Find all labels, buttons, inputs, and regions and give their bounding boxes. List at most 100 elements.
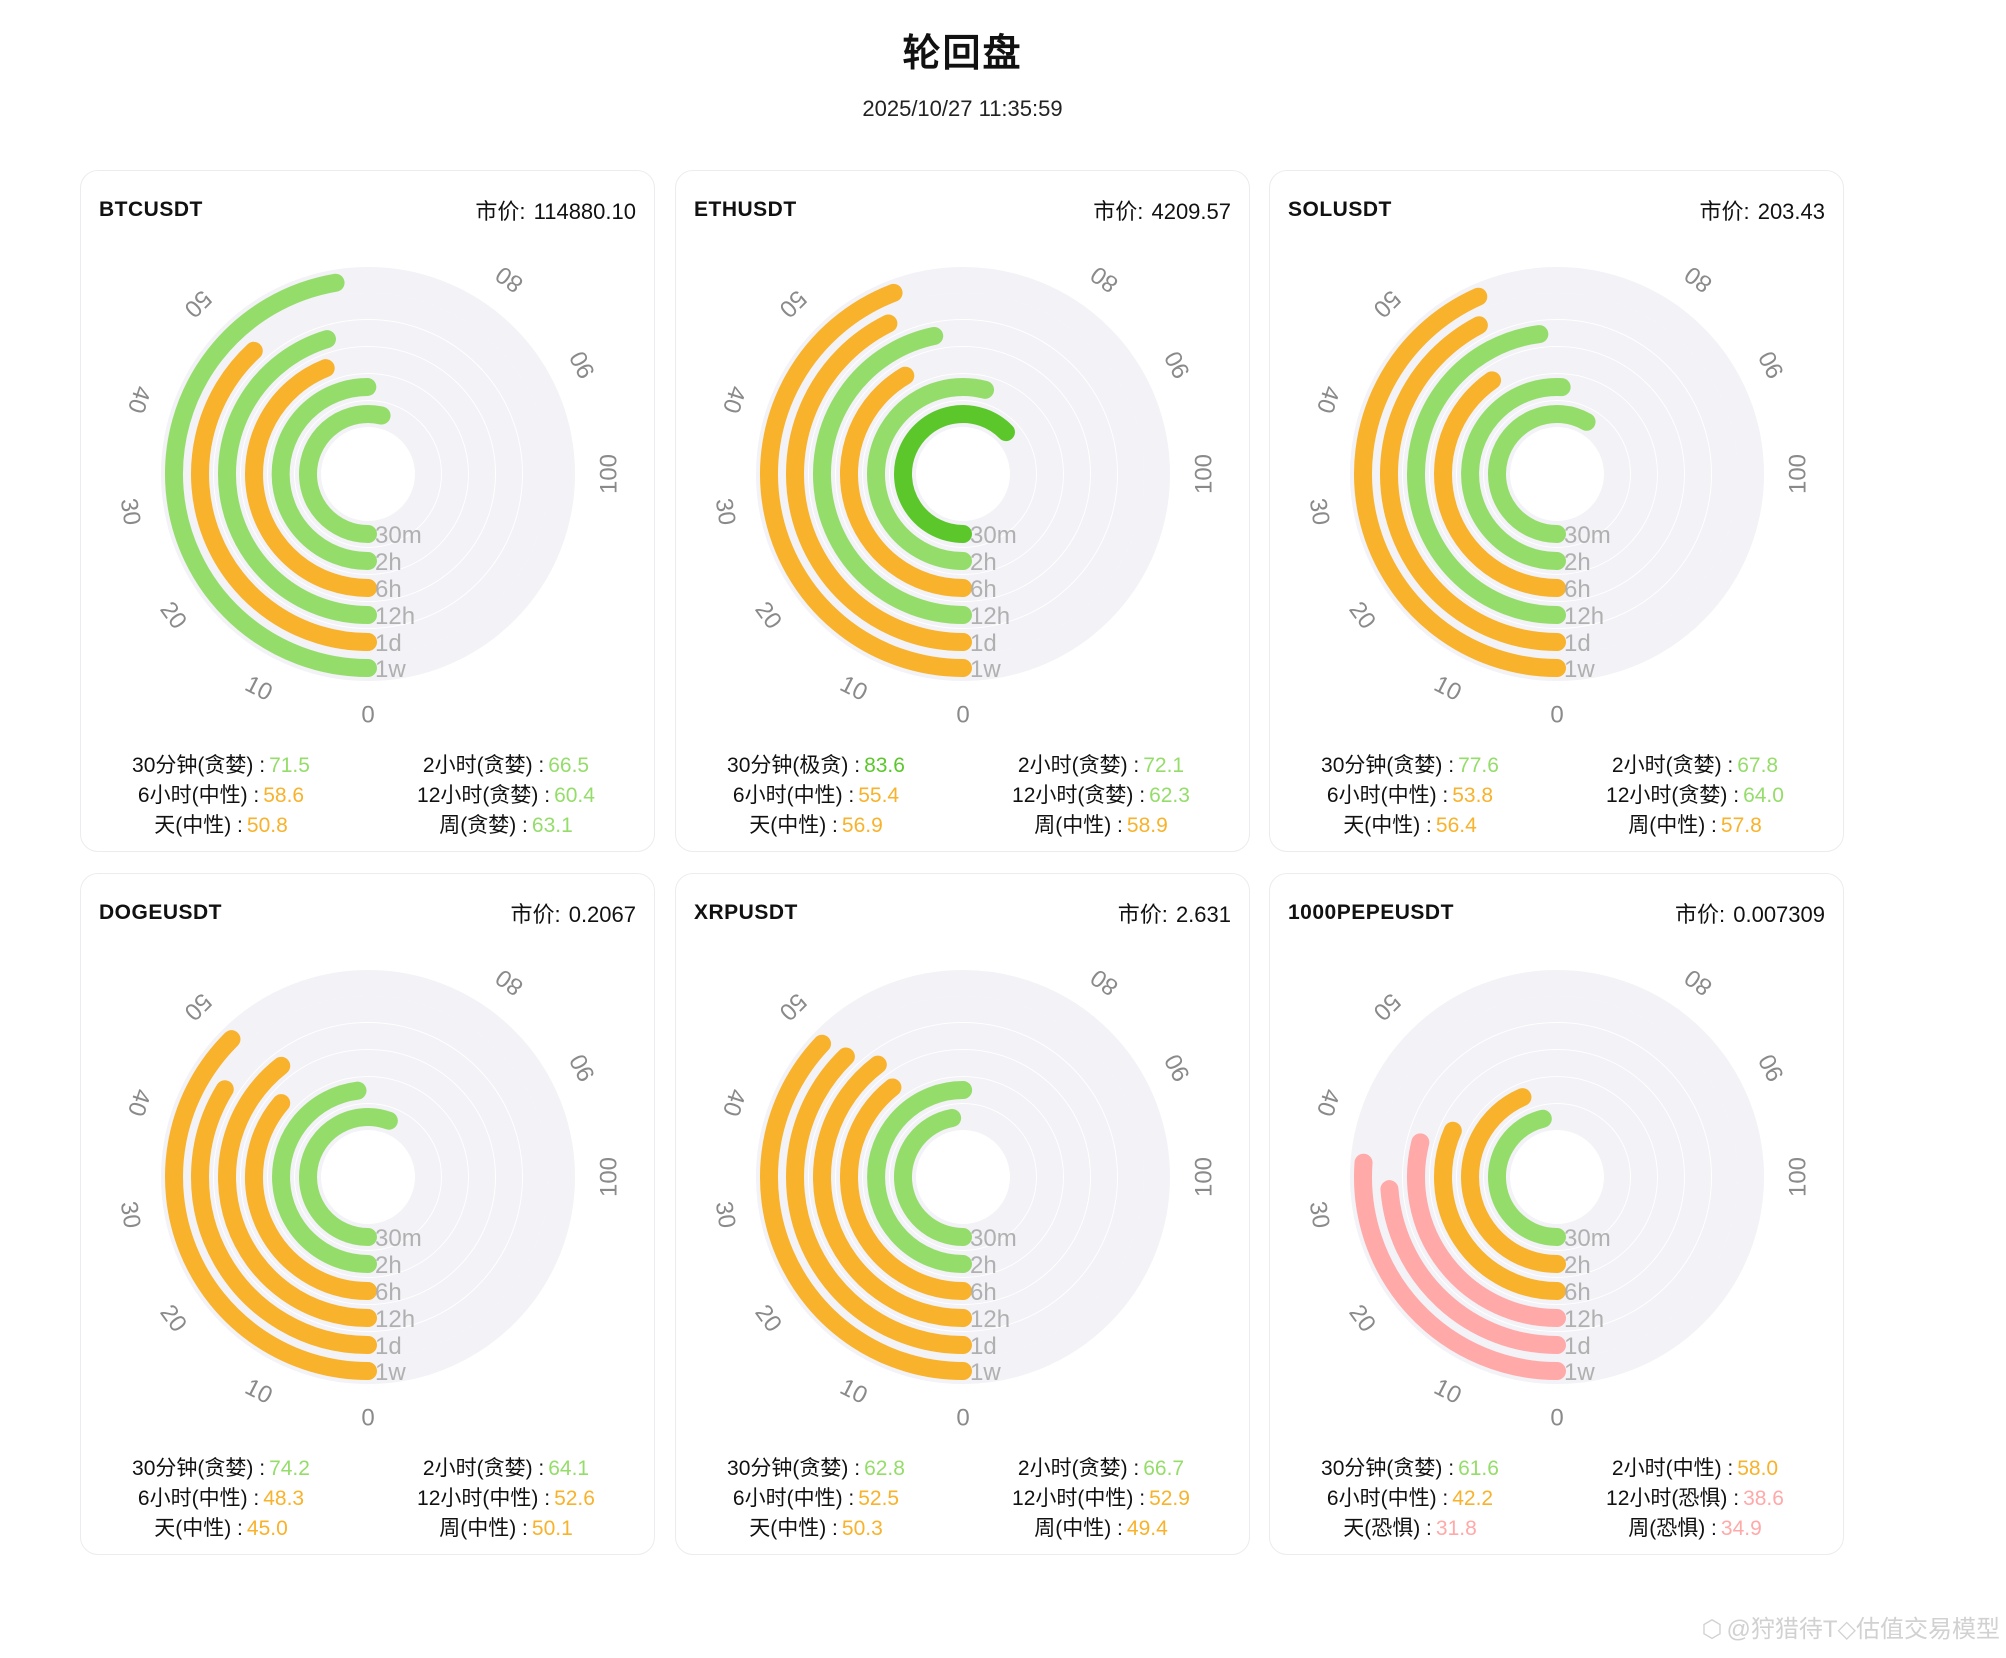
ring-label-12h: 12h	[375, 1306, 415, 1333]
ring-bar-30m	[1488, 1109, 1566, 1246]
ring-label-30m: 30m	[970, 1225, 1017, 1252]
radial-chart: 30m2h6h12h1d1w0102030405060708090100	[710, 261, 1218, 728]
stat-label: 12小时(恐惧) :	[1606, 1487, 1740, 1510]
stat-item: 周(中性) :49.4	[971, 1514, 1231, 1544]
ring-label-30m: 30m	[375, 522, 422, 549]
stat-label: 30分钟(贪婪) :	[132, 754, 266, 777]
angle-tick-30: 30	[710, 1199, 741, 1230]
angle-tick-40: 40	[122, 1086, 156, 1120]
stat-value: 56.4	[1435, 814, 1477, 837]
stat-item: 30分钟(贪婪) :71.5	[91, 751, 351, 781]
angle-tick-0: 0	[956, 1404, 969, 1431]
angle-tick-60: 60	[277, 964, 311, 965]
stat-value: 38.6	[1743, 1487, 1784, 1510]
angle-tick-50: 50	[179, 285, 217, 323]
ring-label-1d: 1d	[970, 1333, 997, 1360]
angle-tick-20: 20	[749, 597, 787, 634]
ring-label-2h: 2h	[1564, 1252, 1591, 1279]
stat-item: 天(中性) :50.8	[91, 811, 351, 841]
stat-value: 58.6	[263, 784, 305, 807]
stat-value: 34.9	[1720, 1517, 1762, 1540]
angle-tick-100: 100	[1784, 454, 1811, 494]
card-header: 1000PEPEUSDT 市价: 0.007309	[1288, 896, 1825, 930]
stat-item: 周(恐惧) :34.9	[1565, 1514, 1825, 1544]
stat-item: 12小时(恐惧) :38.6	[1565, 1484, 1825, 1514]
stat-item: 30分钟(极贪) :83.6	[686, 751, 946, 781]
ring-bar-12h	[218, 1056, 377, 1327]
ring-bar-1d	[1380, 1180, 1566, 1354]
stat-label: 2小时(中性) :	[1611, 1457, 1734, 1480]
ring-label-2h: 2h	[375, 549, 402, 576]
ring-bar-12h	[218, 330, 377, 624]
stat-value: 55.4	[858, 784, 900, 807]
angle-tick-80: 80	[1680, 261, 1717, 298]
stat-value: 71.5	[269, 754, 310, 777]
stat-value: 66.5	[548, 754, 590, 777]
angle-tick-10: 10	[836, 670, 872, 706]
ring-label-6h: 6h	[375, 1279, 402, 1306]
stat-label: 30分钟(贪婪) :	[727, 1457, 861, 1480]
ring-bar-30m	[1488, 405, 1596, 543]
stat-item: 12小时(贪婪) :62.3	[971, 781, 1231, 811]
stat-label: 天(中性) :	[1343, 814, 1432, 837]
page-title: 轮回盘	[902, 33, 1023, 75]
stats-panel: 30分钟(贪婪) :74.2 2小时(贪婪) :64.1 6小时(中性) :48.3…	[81, 1454, 656, 1550]
angle-tick-0: 0	[1550, 1404, 1563, 1431]
ring-bar-12h	[1407, 1133, 1566, 1327]
ring-label-30m: 30m	[970, 522, 1017, 549]
price-value: 2.631	[1175, 902, 1231, 927]
price-label: 市价:	[475, 199, 526, 224]
stats-panel: 30分钟(贪婪) :62.8 2小时(贪婪) :66.7 6小时(中性) :52.5…	[676, 1454, 1251, 1550]
stat-label: 2小时(贪婪) :	[1611, 754, 1734, 777]
angle-tick-30: 30	[1304, 1199, 1335, 1230]
coin-card-xrpusdt: XRPUSDT 市价: 2.631 30m 2h 6h 12h 1d 1w 0 10 20 30 40 5…	[675, 873, 1250, 1555]
ring-bar-2h	[867, 1081, 973, 1273]
stat-value: 42.2	[1452, 1487, 1494, 1510]
ring-label-30m: 30m	[1564, 1225, 1611, 1252]
angle-tick-40: 40	[122, 383, 156, 417]
stat-label: 12小时(贪婪) :	[417, 784, 551, 807]
ring-label-30m: 30m	[1564, 522, 1611, 549]
card-header: DOGEUSDT 市价: 0.2067	[99, 896, 636, 930]
angle-tick-40: 40	[1311, 383, 1345, 417]
stat-item: 12小时(贪婪) :64.0	[1565, 781, 1825, 811]
angle-tick-10: 10	[1430, 670, 1466, 706]
stat-label: 2小时(贪婪) :	[1017, 1457, 1140, 1480]
stats-panel: 30分钟(贪婪) :71.5 2小时(贪婪) :66.5 6小时(中性) :58.6…	[81, 751, 656, 847]
ring-label-2h: 2h	[1564, 549, 1591, 576]
symbol-name: XRPUSDT	[694, 901, 798, 924]
card-header: XRPUSDT 市价: 2.631	[694, 896, 1231, 930]
watermark: ⬡ @狩猎待T◇估值交易模型	[1702, 1609, 2000, 1644]
stat-label: 12小时(贪婪) :	[1606, 784, 1740, 807]
stat-value: 52.9	[1149, 1487, 1190, 1510]
ring-bar-6h	[840, 366, 972, 597]
stat-item: 2小时(贪婪) :66.7	[971, 1454, 1231, 1484]
angle-tick-30: 30	[115, 1199, 146, 1230]
market-price: 市价: 2.631	[1118, 897, 1231, 929]
ring-label-1w: 1w	[970, 1359, 1001, 1386]
radial-chart: 30m2h6h12h1d1w0102030405060708090100	[710, 964, 1218, 1431]
stat-item: 30分钟(贪婪) :77.6	[1280, 751, 1540, 781]
angle-tick-100: 100	[1190, 1157, 1217, 1197]
angle-tick-0: 0	[361, 701, 374, 728]
angle-tick-90: 90	[564, 1050, 600, 1086]
stat-value: 64.0	[1743, 784, 1784, 807]
stat-value: 53.8	[1452, 784, 1494, 807]
ring-label-1w: 1w	[375, 656, 406, 683]
angle-tick-40: 40	[1311, 1086, 1345, 1120]
stat-value: 45.0	[246, 1517, 288, 1540]
stat-value: 66.7	[1143, 1457, 1185, 1480]
ring-bar-30m	[299, 405, 391, 543]
price-label: 市价:	[1093, 199, 1144, 224]
angle-tick-10: 10	[836, 1373, 872, 1409]
stat-value: 50.8	[246, 814, 288, 837]
ring-label-6h: 6h	[1564, 1279, 1591, 1306]
angle-tick-20: 20	[1343, 597, 1381, 634]
stat-item: 天(中性) :56.4	[1280, 811, 1540, 841]
ring-bar-2h	[866, 378, 995, 570]
ring-label-6h: 6h	[970, 576, 997, 603]
radial-chart: 30m2h6h12h1d1w0102030405060708090100	[1304, 964, 1812, 1431]
stat-value: 48.3	[263, 1487, 305, 1510]
stat-item: 12小时(贪婪) :60.4	[376, 781, 636, 811]
stat-item: 6小时(中性) :52.5	[686, 1484, 946, 1514]
